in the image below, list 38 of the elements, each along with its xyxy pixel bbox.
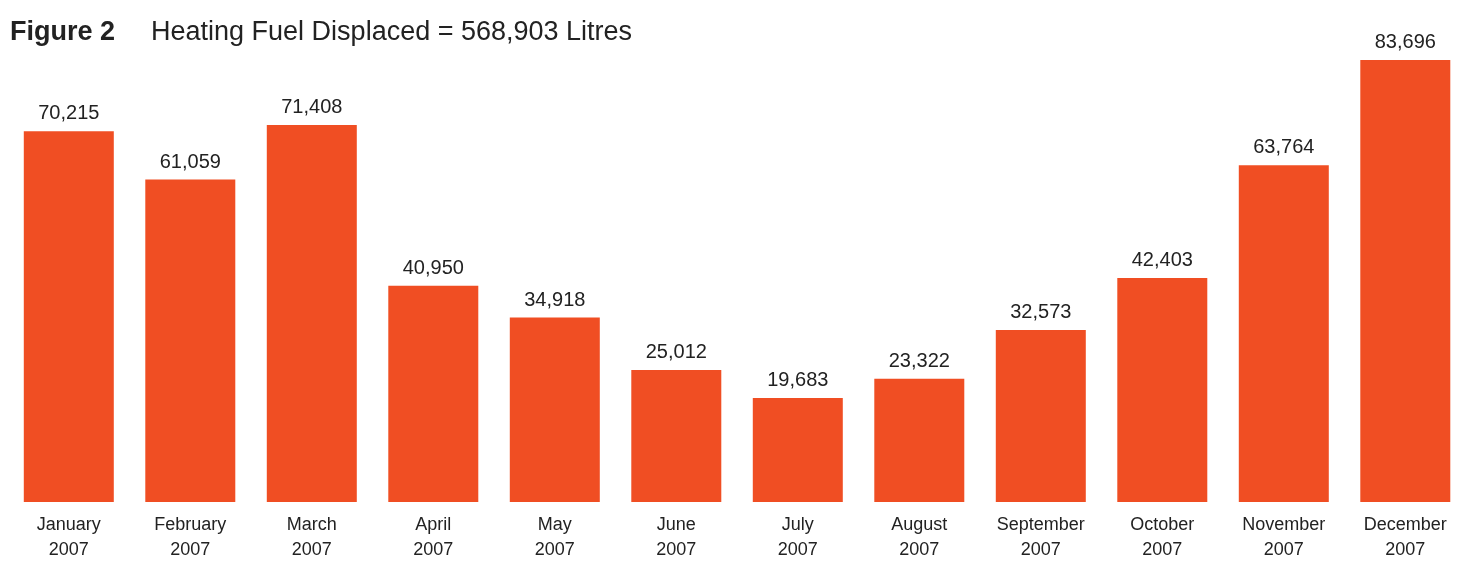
data-label: 23,322 xyxy=(888,348,950,371)
bar xyxy=(1117,278,1208,502)
x-tick-label: November 2007 xyxy=(1242,514,1326,559)
data-label: 63,764 xyxy=(1253,135,1315,158)
data-label: 25,012 xyxy=(645,339,707,362)
x-tick-label: July 2007 xyxy=(777,514,818,559)
x-tick-label: February 2007 xyxy=(154,514,227,559)
data-label: 32,573 xyxy=(1010,299,1072,322)
data-label: 34,918 xyxy=(524,287,586,310)
x-tick-label: December 2007 xyxy=(1363,514,1447,559)
bar xyxy=(388,285,479,502)
chart-subtitle: Heating Fuel Displaced = 568,903 Litres xyxy=(151,16,633,46)
data-label: 40,950 xyxy=(402,255,464,278)
bar xyxy=(23,131,114,502)
data-label: 83,696 xyxy=(1374,30,1436,52)
bar xyxy=(995,329,1086,502)
bar xyxy=(1238,165,1329,502)
x-tick-label: June 2007 xyxy=(656,514,697,559)
bar xyxy=(1360,60,1451,502)
x-tick-label: April 2007 xyxy=(413,514,454,559)
bar xyxy=(509,317,600,502)
data-label: 61,059 xyxy=(159,149,221,172)
x-tick-label: September 2007 xyxy=(996,514,1085,559)
data-label: 70,215 xyxy=(38,101,100,124)
data-label: 19,683 xyxy=(767,368,829,391)
x-tick-label: August 2007 xyxy=(891,514,948,559)
data-label: 42,403 xyxy=(1131,248,1193,271)
bar xyxy=(145,179,236,502)
data-label: 71,408 xyxy=(281,94,343,117)
bar xyxy=(266,124,357,502)
bar xyxy=(631,369,722,502)
x-tick-label: March 2007 xyxy=(286,514,337,559)
x-tick-label: January 2007 xyxy=(36,514,101,559)
bar xyxy=(752,398,843,502)
x-tick-label: May 2007 xyxy=(534,514,575,559)
x-tick-label: October 2007 xyxy=(1130,514,1195,559)
chart-title: Figure 2 xyxy=(10,16,116,46)
bar xyxy=(874,378,965,502)
